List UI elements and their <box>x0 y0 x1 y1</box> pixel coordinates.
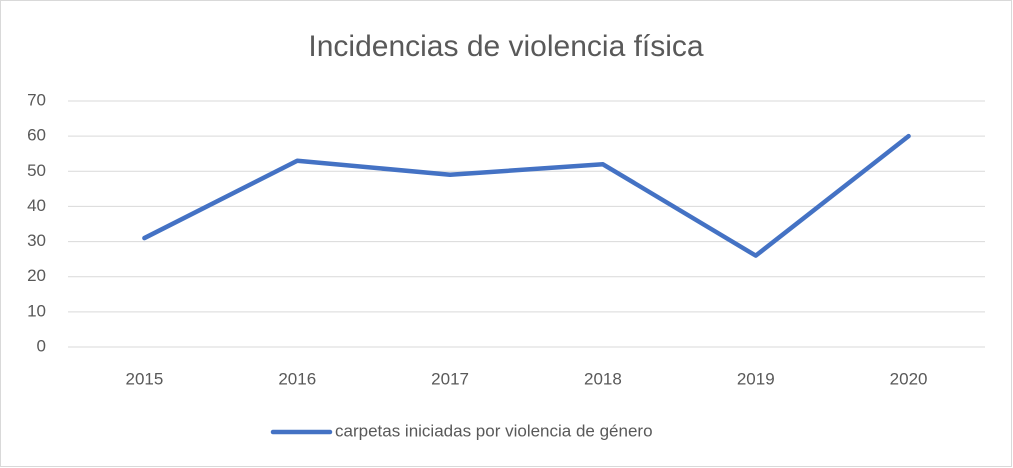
y-tick-label: 60 <box>27 126 46 145</box>
x-tick-label: 2020 <box>890 369 928 388</box>
x-tick-label: 2018 <box>584 369 622 388</box>
y-tick-label: 40 <box>27 196 46 215</box>
y-tick-label: 10 <box>27 301 46 320</box>
y-tick-label: 70 <box>27 90 46 109</box>
x-tick-label: 2016 <box>278 369 316 388</box>
y-tick-label: 0 <box>37 336 46 355</box>
chart-title: Incidencias de violencia física <box>308 30 704 63</box>
y-tick-label: 50 <box>27 161 46 180</box>
legend-label: carpetas iniciadas por violencia de géne… <box>335 421 653 440</box>
x-tick-label: 2015 <box>126 369 164 388</box>
x-tick-label: 2019 <box>737 369 775 388</box>
x-tick-label: 2017 <box>431 369 469 388</box>
data-line <box>142 133 911 258</box>
y-tick-label: 20 <box>27 266 46 285</box>
y-tick-label: 30 <box>27 231 46 250</box>
